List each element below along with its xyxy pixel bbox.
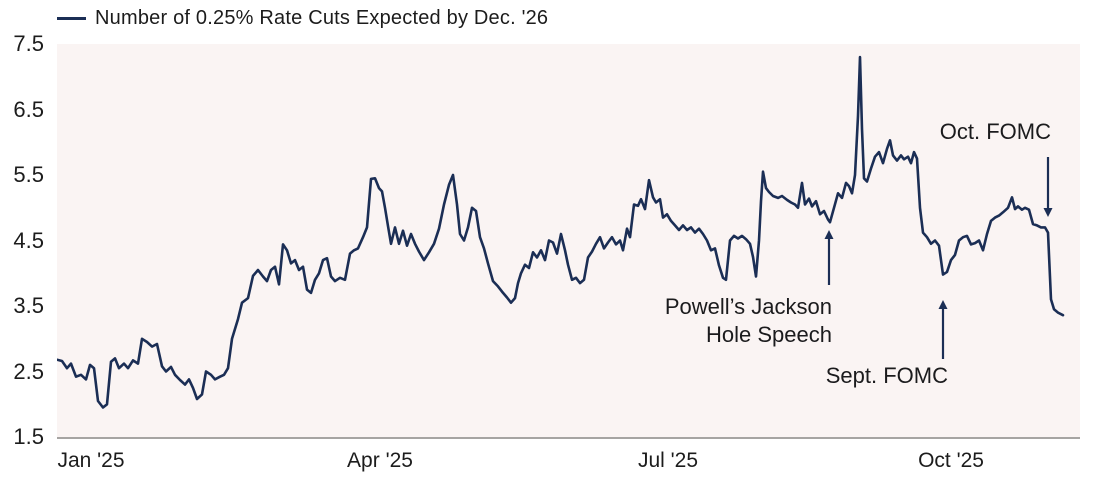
legend-line-swatch	[57, 17, 86, 20]
annotation-arrowhead-0	[824, 230, 834, 239]
annotation-arrowhead-1	[938, 300, 948, 309]
y-tick-label: 3.5	[13, 293, 44, 318]
x-tick-label: Apr '25	[347, 449, 413, 472]
y-tick-label: 4.5	[13, 227, 44, 253]
x-tick-label: Oct '25	[918, 449, 984, 472]
chart-line-svg	[57, 55, 1065, 409]
y-tick-label: 5.5	[13, 162, 44, 187]
y-tick-label: 1.5	[13, 424, 44, 449]
annotation-arrowhead-2	[1043, 208, 1053, 217]
y-tick-label: 7.5	[13, 31, 44, 56]
x-tick-label: Jan '25	[57, 449, 125, 472]
rate-cuts-line	[57, 55, 1065, 409]
y-axis: 7.5 6.5 5.5 4.5 3.5 2.5 1.5	[0, 0, 48, 481]
legend-label: Number of 0.25% Rate Cuts Expected by De…	[95, 7, 549, 29]
y-tick-label: 2.5	[13, 358, 44, 384]
legend: Number of 0.25% Rate Cuts Expected by De…	[57, 7, 548, 30]
x-axis: Jan '25 Apr '25 Jul '25 Oct '25	[0, 449, 1102, 479]
x-tick-label: Jul '25	[637, 449, 699, 472]
y-tick-label: 6.5	[13, 96, 44, 122]
plot-area	[57, 44, 1080, 439]
